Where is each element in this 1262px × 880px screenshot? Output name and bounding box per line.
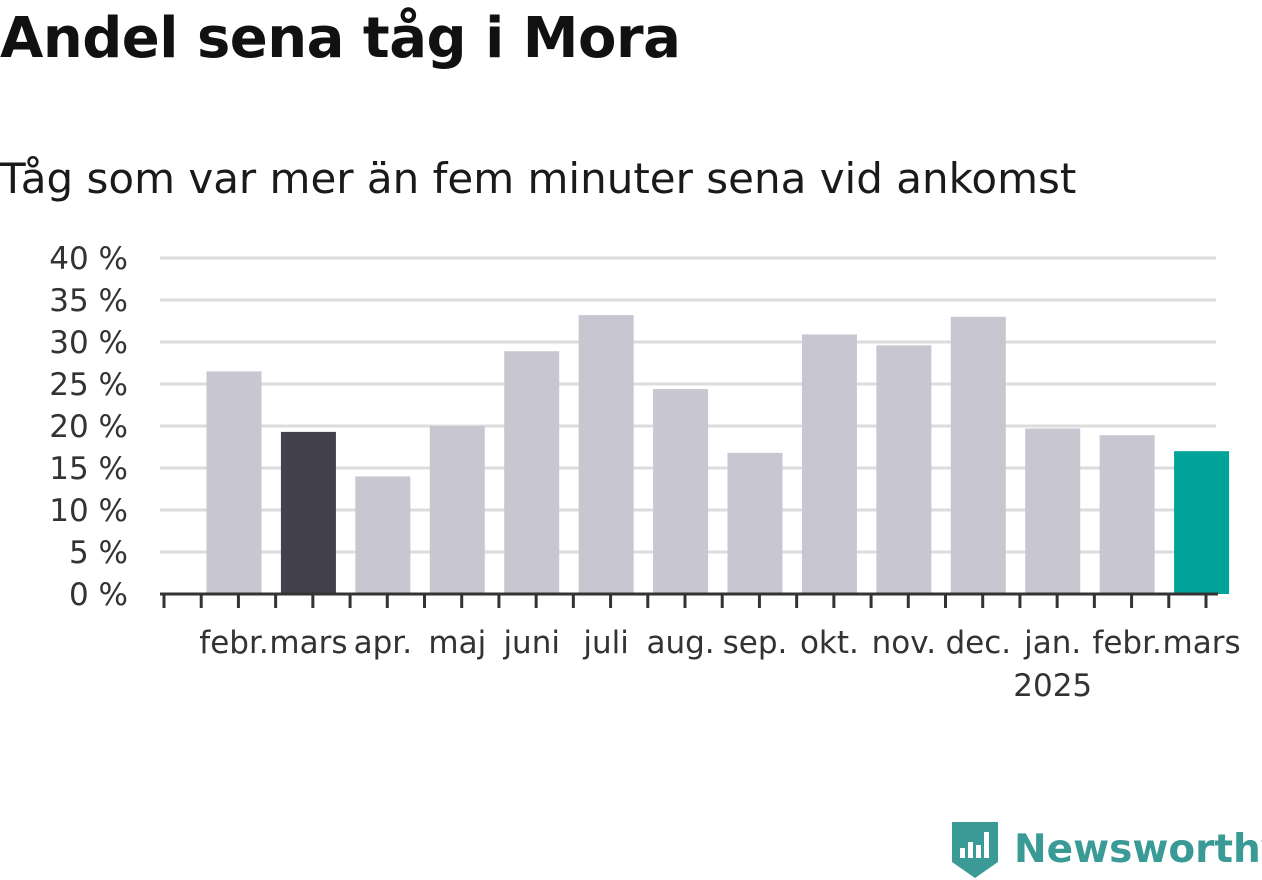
x-tick-label: aug. bbox=[646, 625, 714, 661]
x-axis bbox=[160, 592, 1218, 608]
y-tick-label: 15 % bbox=[49, 451, 128, 487]
newsworthy-logo: Newsworthy bbox=[950, 818, 1262, 880]
logo-bar bbox=[960, 848, 965, 858]
x-tick-label: febr. bbox=[1092, 625, 1161, 661]
bars bbox=[206, 315, 1230, 594]
y-tick-label: 0 % bbox=[69, 577, 128, 613]
bar-13 bbox=[1099, 435, 1155, 594]
bar-11 bbox=[950, 316, 1006, 594]
y-tick-label: 25 % bbox=[49, 367, 128, 403]
x-tick-label: nov. bbox=[872, 625, 936, 661]
y-tick-label: 10 % bbox=[49, 493, 128, 529]
x-tick-label: maj bbox=[428, 625, 486, 661]
y-tick-label: 40 % bbox=[49, 241, 128, 277]
bar-chart-badge-icon bbox=[952, 822, 998, 878]
chart-subtitle: Tåg som var mer än fem minuter sena vid … bbox=[0, 154, 1077, 203]
y-axis-tick-labels: 0 % 5 % 10 % 15 % 20 % 25 % 30 % 35 % 40 % bbox=[49, 241, 128, 613]
chart-title: Andel sena tåg i Mora bbox=[0, 6, 681, 71]
x-tick-label: mars bbox=[1163, 625, 1241, 661]
x-tick-year-label: 2025 bbox=[1013, 668, 1092, 704]
bar-3 bbox=[355, 476, 411, 594]
x-tick-label: okt. bbox=[800, 625, 859, 661]
x-tick-label: apr. bbox=[354, 625, 412, 661]
bar-7 bbox=[653, 389, 709, 594]
x-tick-label: jan. bbox=[1023, 625, 1081, 661]
x-tick-label: sep. bbox=[723, 625, 788, 661]
x-tick-label: dec. bbox=[945, 625, 1011, 661]
bar-8 bbox=[727, 452, 783, 594]
y-tick-label: 30 % bbox=[49, 325, 128, 361]
logo-text: Newsworthy bbox=[1014, 826, 1262, 872]
x-tick-label: febr. bbox=[199, 625, 268, 661]
bar-12 bbox=[1025, 428, 1081, 594]
bar-14 bbox=[1174, 451, 1230, 594]
logo-bar bbox=[984, 832, 989, 858]
x-tick-label: mars bbox=[269, 625, 347, 661]
y-tick-label: 20 % bbox=[49, 409, 128, 445]
bar-9 bbox=[801, 334, 857, 594]
bar-5 bbox=[504, 351, 560, 594]
x-tick-label: juni bbox=[502, 625, 560, 661]
bar-1 bbox=[206, 371, 262, 594]
x-axis-tick-labels: febr. mars apr. maj juni juli aug. sep. okt. nov.… bbox=[199, 625, 1240, 704]
bar-2 bbox=[280, 431, 336, 594]
x-tick-label: juli bbox=[582, 625, 629, 661]
logo-bar bbox=[976, 845, 981, 858]
bar-10 bbox=[876, 345, 932, 594]
logo-badge-shape bbox=[952, 822, 998, 878]
logo-bar bbox=[968, 842, 973, 858]
bar-4 bbox=[429, 426, 485, 594]
y-tick-label: 35 % bbox=[49, 283, 128, 319]
y-tick-label: 5 % bbox=[69, 535, 128, 571]
bar-6 bbox=[578, 315, 634, 594]
